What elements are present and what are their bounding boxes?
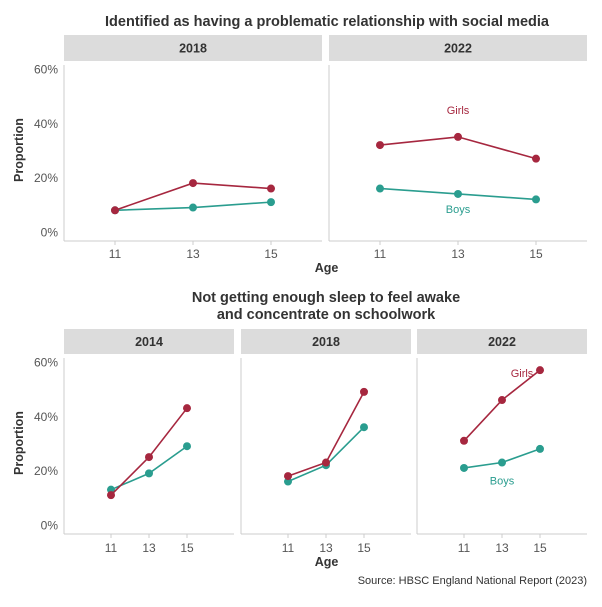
data-point-boys (460, 463, 468, 472)
top-chart-title: Identified as having a problematic relat… (105, 14, 550, 30)
data-point-girls (145, 453, 153, 462)
data-point-girls (360, 387, 368, 396)
panel-2018: 2018 11 13 15 (240, 329, 411, 555)
facet-strip (64, 329, 234, 354)
x-tick-label: 13 (319, 541, 333, 555)
chart-2: Proportion 0% 20% 40% 60% Age 2014 11 13 15 2018 11… (12, 329, 587, 569)
y-axis-title: Proportion (12, 411, 26, 475)
series-label-boys: Boys (490, 476, 515, 488)
data-point-girls (111, 206, 119, 215)
x-tick-label: 13 (186, 247, 200, 261)
series-label-girls: Girls (447, 105, 470, 117)
facet-strip-label: 2022 (488, 335, 516, 349)
source-note: Source: HBSC England National Report (20… (358, 575, 587, 587)
data-point-boys (360, 423, 368, 432)
x-tick-label: 15 (529, 247, 543, 261)
y-tick-label: 20% (34, 171, 58, 185)
facet-strip (241, 329, 411, 354)
x-tick-label: 11 (105, 541, 118, 555)
series-line-girls (463, 369, 541, 442)
x-axis-title: Age (315, 261, 339, 275)
series-label-girls: Girls (511, 368, 534, 380)
facet-strip-label: 2018 (312, 335, 340, 349)
panel-2022: 2022 11 13 15 Boys Girls (328, 35, 587, 261)
x-tick-label: 13 (495, 541, 509, 555)
y-tick-label: 0% (41, 226, 59, 240)
facet-strip (329, 35, 587, 61)
data-point-girls (376, 141, 384, 150)
data-point-boys (376, 184, 384, 193)
x-tick-label: 15 (264, 247, 278, 261)
x-tick-label: 11 (282, 541, 295, 555)
data-point-girls (183, 404, 191, 413)
data-point-boys (532, 195, 540, 204)
y-tick-label: 40% (34, 117, 58, 131)
chart-1: Proportion 0% 20% 40% 60% Age 2018 11 13 15 2022 11… (12, 35, 587, 275)
bottom-chart-title-line-2: and concentrate on schoolwork (217, 307, 436, 323)
facet-strip-label: 2022 (444, 42, 472, 56)
data-point-girls (322, 458, 330, 467)
data-point-boys (267, 198, 275, 207)
x-tick-label: 15 (357, 541, 371, 555)
panel-2014: 2014 11 13 15 (63, 329, 234, 555)
data-point-boys (454, 189, 462, 198)
data-point-boys (145, 469, 153, 478)
data-point-girls (532, 154, 540, 163)
data-point-girls (498, 396, 506, 405)
x-tick-label: 11 (109, 247, 122, 261)
data-point-girls (189, 179, 197, 188)
data-point-girls (460, 436, 468, 445)
facet-strip-label: 2014 (135, 335, 163, 349)
data-point-girls (267, 184, 275, 193)
facet-strip (417, 329, 587, 354)
panel-2022: 2022 11 13 15 Boys Girls (416, 329, 587, 555)
y-tick-label: 0% (41, 519, 59, 533)
data-point-girls (454, 132, 462, 141)
data-point-boys (189, 203, 197, 212)
bottom-chart-title-line-1: Not getting enough sleep to feel awake (192, 290, 460, 306)
x-tick-label: 13 (142, 541, 156, 555)
y-tick-label: 20% (34, 464, 58, 478)
x-tick-label: 13 (451, 247, 465, 261)
data-point-boys (536, 444, 544, 453)
panel-2018: 2018 11 13 15 (63, 35, 322, 261)
facet-strip (64, 35, 322, 61)
data-point-girls (284, 472, 292, 481)
data-point-girls (536, 366, 544, 375)
x-tick-label: 11 (374, 247, 387, 261)
data-point-boys (183, 442, 191, 451)
data-point-girls (107, 491, 115, 500)
y-tick-label: 60% (34, 63, 58, 77)
y-axis-title: Proportion (12, 118, 26, 182)
y-tick-label: 60% (34, 356, 58, 370)
facet-strip-label: 2018 (179, 42, 207, 56)
series-line-boys (287, 426, 365, 483)
x-tick-label: 11 (458, 541, 471, 555)
data-point-boys (498, 458, 506, 467)
x-axis-title: Age (315, 555, 339, 569)
x-tick-label: 15 (533, 541, 547, 555)
series-line-girls (110, 407, 188, 496)
x-tick-label: 15 (180, 541, 194, 555)
y-tick-label: 40% (34, 410, 58, 424)
series-label-boys: Boys (446, 204, 471, 216)
